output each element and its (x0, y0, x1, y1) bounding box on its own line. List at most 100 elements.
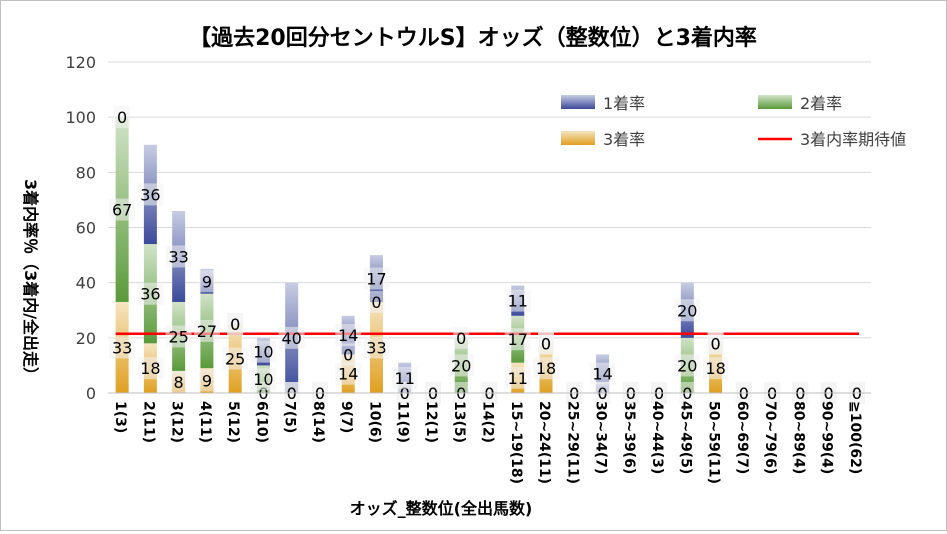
data-label: 0 (368, 290, 385, 313)
data-label: 0 (114, 106, 131, 129)
data-label: 18 (702, 357, 729, 380)
data-label: 36 (137, 282, 164, 305)
x-tick-label: 11(9) (395, 401, 411, 443)
data-label-bg (391, 366, 418, 389)
data-label-bg (250, 340, 277, 363)
data-label-text: 18 (536, 359, 556, 378)
data-label-bg (538, 332, 555, 355)
data-label: 18 (533, 357, 560, 380)
data-label: 17 (504, 328, 531, 351)
data-label-bg (109, 336, 136, 359)
data-label-text: 40 (282, 329, 302, 348)
data-label: 0 (538, 332, 555, 355)
bars (115, 117, 723, 393)
legend-item: 2着率 (758, 94, 842, 113)
data-label-text: 9 (202, 272, 212, 291)
data-label: 27 (193, 319, 220, 342)
data-label-text: 25 (168, 327, 188, 346)
chart-title: 【過去20回分セントウルS】オッズ（整数位）と3着内率 (189, 25, 757, 51)
x-tick-label: 7(5) (282, 401, 298, 433)
data-label: 25 (165, 325, 192, 348)
data-label-bg (137, 282, 164, 305)
data-label-bg (363, 336, 390, 359)
data-label-bg (589, 362, 616, 385)
data-label-bg (278, 326, 305, 349)
data-label-bg (504, 328, 531, 351)
grid-lines (108, 61, 871, 394)
data-label: 14 (589, 362, 616, 385)
legend-item: 3着率 (561, 130, 645, 149)
data-label-bg (193, 319, 220, 342)
x-tick-label: 12(1) (423, 401, 439, 443)
data-label-text: 17 (508, 330, 528, 349)
data-label: 0 (227, 313, 244, 336)
data-label-bg (340, 343, 357, 366)
data-label-bg (674, 299, 701, 322)
x-tick-label: 60~69(7) (734, 401, 750, 474)
data-label-text: 9 (202, 372, 212, 391)
data-label: 40 (278, 326, 305, 349)
data-label-text: 0 (710, 334, 720, 353)
data-label-bg (707, 332, 724, 355)
x-tick-label: 4(11) (197, 401, 213, 443)
data-label-text: 20 (677, 356, 697, 375)
data-label-bg (114, 106, 131, 129)
data-label: 33 (109, 336, 136, 359)
data-label-text: 33 (112, 338, 132, 357)
x-tick-label: 25~29(11) (564, 401, 580, 484)
data-label-bg (137, 357, 164, 380)
data-label: 0 (707, 332, 724, 355)
data-label: 10 (250, 368, 277, 391)
data-label-bg (227, 313, 244, 336)
legend-swatch (561, 95, 595, 109)
legend-label: 3着率 (603, 130, 645, 149)
data-label-text: 17 (366, 270, 386, 289)
y-tick-label: 0 (86, 384, 96, 403)
data-label-text: 36 (140, 185, 160, 204)
x-tick-label: 3(12) (169, 401, 185, 443)
data-label: 33 (363, 336, 390, 359)
data-label: 11 (391, 366, 418, 389)
data-label-text: 10 (253, 370, 273, 389)
data-label-text: 0 (343, 345, 353, 364)
data-label: 14 (335, 324, 362, 347)
x-tick-label: 13(5) (451, 401, 467, 443)
x-tick-label: 14(2) (480, 401, 496, 443)
data-label: 17 (363, 267, 390, 290)
data-label-bg (109, 198, 136, 221)
data-label-text: 0 (230, 315, 240, 334)
data-label: 20 (674, 299, 701, 322)
data-label: 11 (504, 289, 531, 312)
x-tick-label: 5(12) (225, 401, 241, 443)
data-label: 0 (453, 326, 470, 349)
data-label: 20 (674, 354, 701, 377)
data-label-bg (137, 183, 164, 206)
data-label: 18 (137, 357, 164, 380)
data-label-bg (335, 362, 362, 385)
data-label-bg (170, 370, 187, 393)
x-tick-label: 40~44(3) (649, 401, 665, 474)
data-label-bg (250, 368, 277, 391)
data-label-bg (702, 357, 729, 380)
data-label-bg (198, 270, 215, 293)
data-label-text: 0 (456, 329, 466, 348)
data-label-text: 0 (371, 293, 381, 312)
data-label: 25 (222, 347, 249, 370)
x-tick-label: 6(10) (253, 401, 269, 443)
x-tick-label: 50~59(11) (706, 401, 722, 484)
data-label-text: 20 (677, 301, 697, 320)
y-axis-label: 3着内率％（3着内/全出走） (21, 179, 40, 383)
x-tick-label: 90~99(4) (819, 401, 835, 474)
data-label-text: 14 (338, 326, 358, 345)
x-tick-label: ≧100(62) (847, 401, 863, 474)
data-label-text: 14 (592, 365, 612, 384)
data-label-text: 18 (140, 359, 160, 378)
x-tick-label: 45~49(5) (677, 401, 693, 474)
data-labels: 3367018363682533927925000101000400001401… (109, 106, 865, 404)
data-label-bg (448, 354, 475, 377)
x-tick-label: 10(6) (366, 401, 382, 443)
legend-label: 2着率 (800, 94, 842, 113)
y-tick-label: 40 (76, 274, 96, 293)
data-label-bg (363, 267, 390, 290)
